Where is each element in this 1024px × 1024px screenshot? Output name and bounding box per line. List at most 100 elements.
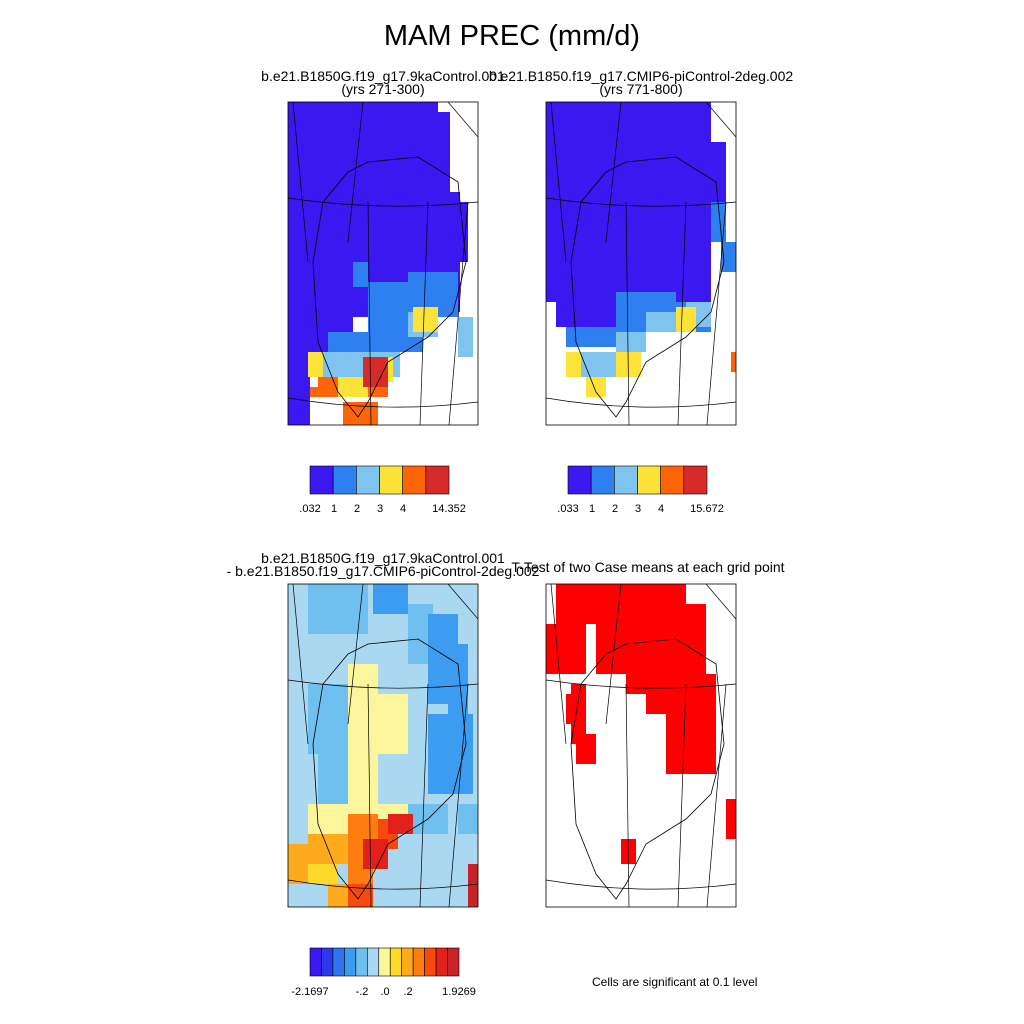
panel-diff-title-line1: b.e21.B1850G.f19_g17.9kaControl.001 — [261, 550, 505, 566]
grid-cell — [448, 202, 468, 262]
grid-cell — [711, 142, 726, 202]
longitude-line — [550, 584, 567, 745]
longitude-line — [347, 584, 364, 725]
colorbar-box — [309, 947, 322, 977]
grid-cell — [413, 307, 438, 332]
latitude-line — [288, 879, 478, 890]
latitude-line — [546, 397, 736, 408]
colorbar-box — [378, 947, 391, 977]
panel-ttest-title-line1: T-Test of two Case means at each grid po… — [511, 559, 785, 575]
colorbar-case2-label: 3 — [634, 503, 642, 515]
longitude-line — [292, 584, 309, 745]
coastline — [570, 156, 725, 418]
grid-cell — [546, 102, 711, 302]
grid-cell — [308, 584, 368, 634]
colorbar-box — [389, 947, 402, 977]
panel-case2-plot — [545, 101, 737, 426]
grid-cell — [576, 352, 616, 377]
grid-cell — [308, 864, 338, 884]
colorbar-case2-label: 2 — [611, 503, 619, 515]
colorbar-box — [355, 947, 368, 977]
colorbar-box — [447, 947, 460, 977]
grid-cell — [363, 839, 388, 869]
colorbar-box — [332, 947, 345, 977]
colorbar-box — [435, 947, 448, 977]
longitude-line — [447, 584, 478, 620]
grid-cell — [353, 262, 368, 287]
grid-cell — [363, 357, 388, 387]
grid-cell — [328, 884, 348, 907]
grid-cell — [308, 352, 323, 377]
grid-cell — [378, 694, 408, 754]
grid-cell — [388, 814, 413, 834]
grid-cell — [468, 864, 478, 907]
colorbar-box — [344, 947, 357, 977]
colorbar-case1-label: 2 — [353, 503, 361, 515]
panel-diff-title: b.e21.B1850G.f19_g17.9kaControl.001 - b.… — [226, 550, 540, 579]
grid-cell — [726, 799, 736, 839]
colorbar-box — [379, 465, 403, 495]
grid-cell — [368, 282, 408, 317]
longitude-line — [677, 683, 687, 907]
colorbar-box — [424, 947, 437, 977]
longitude-line — [347, 102, 364, 243]
colorbar-case1 — [309, 465, 450, 495]
colorbar-case2-label: .033 — [557, 503, 579, 515]
grid-cell — [458, 317, 473, 357]
latitude-line — [546, 879, 736, 890]
grid-cell — [711, 202, 726, 242]
panel-ttest-cells — [546, 584, 736, 907]
colorbar-case2 — [567, 465, 708, 495]
grid-cell — [646, 312, 676, 332]
colorbar-diff-label: -.2 — [355, 986, 369, 998]
colorbar-box — [590, 465, 615, 495]
longitude-line — [605, 102, 622, 243]
longitude-line — [605, 584, 622, 725]
grid-cell — [566, 352, 581, 377]
grid-cell — [438, 112, 450, 192]
longitude-line — [367, 201, 372, 425]
colorbar-case1-label: 1 — [330, 503, 338, 515]
colorbar-diff-label: .0 — [380, 986, 390, 998]
panel-case2-title-line2: (yrs 771-800) — [599, 81, 683, 97]
panel-case1-title: b.e21.B1850G.f19_g17.9kaControl.001 (yrs… — [261, 69, 505, 96]
grid-cell — [586, 377, 606, 397]
latitude-line — [288, 197, 478, 207]
grid-cell — [616, 332, 646, 352]
grid-cell — [626, 664, 646, 694]
longitude-line — [625, 683, 630, 907]
colorbar-box — [321, 947, 334, 977]
colorbar-case2-label: 15.672 — [690, 503, 724, 515]
colorbar-box — [332, 465, 357, 495]
coastline — [312, 638, 467, 900]
longitude-line — [419, 683, 429, 907]
grid-cell — [458, 804, 478, 834]
longitude-line — [447, 102, 478, 138]
panel-frame — [287, 101, 479, 426]
grid-cell — [328, 332, 368, 352]
latitude-line — [546, 679, 736, 689]
colorbar-diff-label: .2 — [403, 986, 413, 998]
grid-cell — [310, 387, 330, 397]
coastline — [312, 156, 467, 418]
longitude-line — [550, 102, 567, 263]
grid-cell — [373, 584, 408, 614]
grid-cell — [288, 664, 308, 724]
panel-diff-title-line2: - b.e21.B1850.f19_g17.CMIP6-piControl-2d… — [226, 563, 540, 579]
grid-cell — [576, 734, 596, 764]
panel-frame — [545, 583, 737, 908]
longitude-line — [419, 201, 429, 425]
grid-cell — [556, 619, 576, 649]
page-title: MAM PREC (mm/d) — [383, 20, 641, 52]
coastline — [570, 638, 725, 900]
panel-case2-title-line1: b.e21.B1850.f19_g17.CMIP6-piControl-2deg… — [488, 68, 794, 84]
colorbar-box — [660, 465, 685, 495]
colorbar-box — [412, 947, 425, 977]
grid-cell — [288, 317, 310, 425]
panel-frame — [545, 101, 737, 426]
colorbar-box — [402, 465, 427, 495]
colorbar-box — [614, 465, 638, 495]
grid-cell — [556, 302, 616, 327]
grid-cell — [676, 734, 711, 774]
longitude-line — [705, 102, 736, 138]
